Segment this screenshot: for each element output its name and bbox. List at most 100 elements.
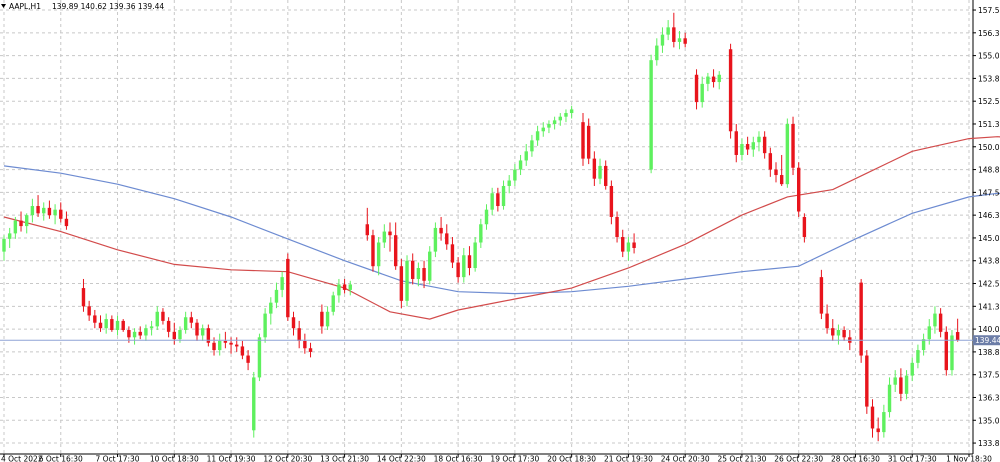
ma-fast-line: [3, 136, 1000, 320]
candle-bull: [104, 319, 108, 329]
candle-bull: [269, 302, 273, 314]
candle-bull: [547, 123, 551, 128]
candle-bear: [206, 328, 211, 343]
candle-bear: [93, 315, 97, 323]
x-tick-label: 24 Oct 20:30: [661, 455, 710, 462]
candle-bear: [36, 206, 40, 214]
candle-bull: [25, 215, 29, 227]
candle-bull: [518, 160, 523, 170]
candle-bull: [200, 328, 205, 336]
candle-bear: [831, 328, 835, 336]
candle-bull: [513, 169, 517, 181]
candle-bull: [569, 109, 574, 114]
x-tick-label: 1 Nov 18:30: [946, 455, 992, 462]
candle-bear: [445, 233, 449, 245]
candle-bull: [257, 337, 262, 378]
candle-bull: [677, 38, 682, 42]
y-axis-ticks: 157.55 156.30 155.05 153.80 152.55 151.30 150.…: [973, 6, 1000, 448]
candle-bear: [728, 49, 733, 132]
x-tick-label: 19 Oct 17:30: [490, 455, 539, 462]
candle-bear: [286, 258, 290, 318]
candle-bear: [496, 193, 500, 207]
candle-bull: [42, 207, 46, 214]
candle-bull: [325, 311, 330, 327]
candle-bear: [172, 331, 176, 340]
candle-bull: [626, 242, 631, 252]
candle-bear: [320, 311, 324, 327]
candle-bear: [399, 266, 404, 301]
candle-bear: [876, 428, 880, 433]
candle-bull: [2, 238, 6, 252]
x-tick-label: 14 Oct 22:30: [377, 455, 426, 462]
current-price-label: 139.44: [975, 336, 1000, 345]
candle-bull: [376, 242, 381, 267]
y-tick-label: 142.55: [978, 280, 1000, 289]
y-tick-label: 155.05: [978, 52, 1000, 61]
y-tick-label: 147.55: [978, 188, 1000, 197]
candle-bull: [183, 317, 188, 331]
candle-bear: [586, 125, 591, 159]
y-tick-label: 153.80: [978, 74, 1000, 83]
x-tick-label: 18 Oct 16:30: [434, 455, 483, 462]
candle-bull: [433, 227, 438, 252]
y-tick-label: 151.30: [978, 120, 1000, 129]
candle-bull: [530, 140, 534, 152]
candle-bear: [393, 235, 398, 267]
candle-bear: [365, 224, 369, 236]
candle-bull: [7, 233, 12, 239]
candle-bull: [649, 60, 653, 170]
candle-bear: [711, 76, 716, 83]
candle-bear: [291, 317, 296, 329]
y-tick-label: 152.55: [978, 97, 1000, 106]
candle-bear: [762, 136, 767, 154]
candle-bull: [893, 377, 897, 385]
y-tick-label: 137.55: [978, 371, 1000, 380]
candle-bull: [564, 113, 568, 117]
x-tick-label: 28 Oct 16:30: [831, 455, 880, 462]
candle-bear: [138, 331, 142, 336]
candle-bull: [263, 313, 267, 338]
candle-bear: [694, 74, 699, 103]
candle-bear: [229, 342, 233, 345]
candle-bear: [166, 320, 171, 332]
candle-bear: [745, 144, 750, 150]
y-tick-label: 156.30: [978, 29, 1000, 38]
candle-bear: [223, 340, 228, 343]
candle-bear: [791, 123, 795, 168]
candle-bear: [308, 348, 313, 352]
candle-bear: [865, 355, 869, 407]
candle-bull: [785, 123, 790, 185]
candle-bull: [462, 255, 466, 278]
y-tick-label: 145.05: [978, 234, 1000, 243]
candle-bull: [887, 384, 892, 413]
candle-bear: [235, 344, 239, 347]
candle-bull: [53, 209, 57, 216]
x-tick-label: 10 Oct 18:30: [150, 455, 199, 462]
candle-bear: [121, 320, 125, 331]
candle-bear: [411, 260, 415, 279]
x-tick-label: 13 Oct 21:30: [320, 455, 369, 462]
y-tick-label: 140.05: [978, 325, 1000, 334]
candle-bear: [955, 332, 960, 341]
candle-bear: [240, 346, 245, 356]
candle-bear: [797, 167, 801, 212]
x-tick-label: 11 Oct 19:30: [207, 455, 256, 462]
candle-bear: [127, 330, 131, 338]
x-tick-label: 6 Oct 16:30: [39, 455, 83, 462]
candle-bear: [609, 185, 614, 217]
x-tick-label: 21 Oct 19:30: [604, 455, 653, 462]
candle-bear: [842, 330, 846, 338]
chart-title: AAPL,H1 139.89 140.62 139.36 139.44: [1, 2, 164, 11]
candle-bull: [348, 284, 352, 290]
candle-bull: [660, 34, 665, 46]
candle-bear: [870, 406, 875, 429]
candle-bull: [700, 83, 704, 103]
candle-bull: [331, 295, 335, 312]
candle-bull: [666, 27, 670, 35]
candle-bear: [195, 322, 199, 336]
candle-bull: [274, 289, 279, 303]
